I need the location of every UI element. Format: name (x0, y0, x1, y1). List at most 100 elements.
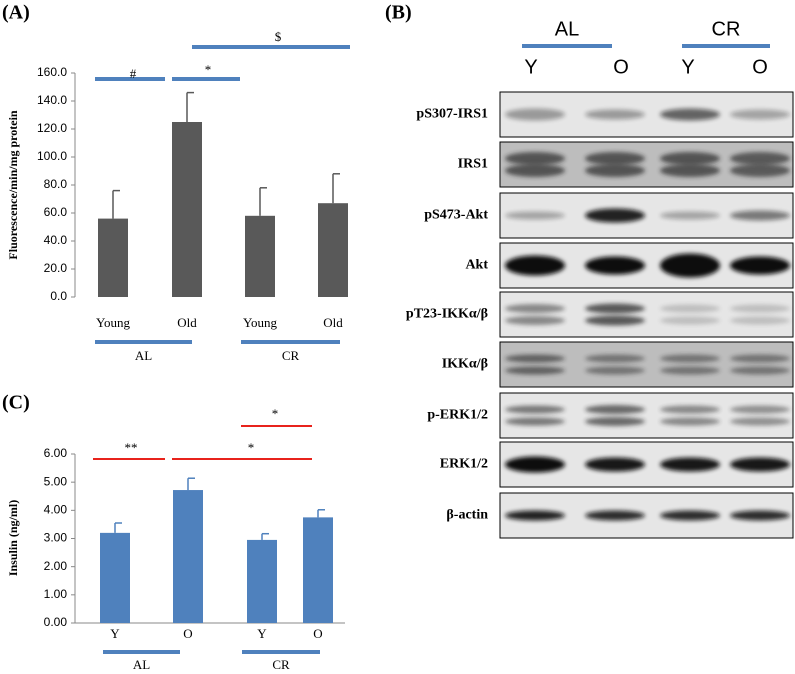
row-label: ERK1/2 (440, 457, 488, 472)
blot-frame (499, 291, 794, 338)
row-label: IKKα/β (442, 357, 488, 372)
x-tick-label: Young (96, 315, 131, 330)
y-tick-label: 5.00 (44, 474, 68, 488)
blot-band (585, 315, 645, 326)
lane-label: Y (524, 56, 537, 78)
y-tick-label: 3.00 (44, 531, 68, 545)
error-bar (259, 187, 267, 216)
x-tick-label: Y (257, 626, 267, 641)
blot-band (585, 354, 645, 363)
error-bar (112, 189, 120, 219)
significance-label: $ (275, 29, 282, 44)
blot-band (730, 366, 790, 375)
blot-band (730, 304, 790, 313)
blot-band (660, 304, 720, 313)
blot-band (660, 211, 720, 220)
y-tick-label: 120.0 (37, 121, 67, 135)
blot-band (660, 510, 720, 521)
panel-label: (C) (2, 392, 30, 414)
blot-band (660, 417, 720, 426)
bar (172, 122, 202, 297)
blot-band (660, 164, 720, 177)
blot-band (730, 109, 790, 120)
significance-label: ** (125, 440, 138, 455)
blot-band (730, 316, 790, 325)
y-tick-label: 100.0 (37, 149, 67, 163)
row-label: pT23-IKKα/β (406, 307, 488, 322)
bar (247, 539, 277, 623)
blot-band (585, 152, 645, 165)
group-label: AL (133, 657, 150, 672)
group-label: AL (135, 348, 152, 363)
y-tick-label: 20.0 (44, 261, 68, 275)
blot-band (585, 405, 645, 414)
y-tick-label: 4.00 (44, 503, 68, 517)
bar (318, 203, 348, 297)
blot-band (505, 354, 565, 363)
y-tick-label: 140.0 (37, 93, 67, 107)
bar (173, 490, 203, 623)
blot-band (505, 211, 565, 220)
blot-band (585, 109, 645, 120)
blot-band (505, 456, 565, 473)
significance-label: # (130, 66, 137, 81)
x-tick-label: O (313, 626, 322, 641)
blot-band (730, 457, 790, 472)
significance-label: * (272, 406, 279, 421)
panel-label: (A) (2, 2, 30, 24)
blot-band (660, 316, 720, 325)
group-label: CR (282, 348, 300, 363)
y-tick-label: 2.00 (44, 559, 68, 573)
bar (98, 218, 128, 297)
blot-band (505, 510, 565, 521)
blot-band (730, 354, 790, 363)
lane-label: O (613, 56, 629, 78)
y-tick-label: 0.0 (50, 289, 67, 303)
blot-band (505, 304, 565, 313)
blot-band (660, 457, 720, 472)
row-label: p-ERK1/2 (427, 408, 488, 423)
blot-band (585, 208, 645, 223)
x-tick-label: Old (323, 315, 343, 330)
lane-label: Y (681, 56, 694, 78)
x-tick-label: O (183, 626, 192, 641)
blot-band (585, 366, 645, 375)
x-tick-label: Young (243, 315, 278, 330)
panel-label: (B) (385, 2, 412, 24)
y-tick-label: 0.00 (44, 615, 68, 629)
blot-band (660, 354, 720, 363)
lane-label: O (752, 56, 768, 78)
bar (245, 215, 275, 297)
blot-band (505, 316, 565, 325)
blot-band (730, 164, 790, 177)
error-bar (261, 532, 269, 540)
blot-band (505, 405, 565, 414)
blot-frame (499, 392, 794, 439)
blot-band (730, 256, 790, 275)
y-tick-label: 160.0 (37, 65, 67, 79)
blot-band (585, 457, 645, 472)
blot-band (660, 405, 720, 414)
y-axis-label: Fluorescence/min/mg protein (6, 110, 20, 260)
bar (100, 532, 130, 623)
group-label: CR (272, 657, 290, 672)
y-tick-label: 40.0 (44, 233, 68, 247)
blot-frame (499, 141, 794, 188)
row-label: β-actin (446, 508, 488, 523)
row-label: pS473-Akt (424, 208, 488, 223)
x-tick-label: Old (177, 315, 197, 330)
blot-band (505, 164, 565, 177)
blot-band (585, 256, 645, 275)
blot-band (730, 417, 790, 426)
blot-band (730, 510, 790, 521)
error-bar (186, 91, 194, 122)
row-label: pS307-IRS1 (416, 107, 488, 122)
group-label: AL (555, 18, 579, 40)
y-tick-label: 60.0 (44, 205, 68, 219)
blot-band (660, 253, 720, 278)
blot-band (660, 108, 720, 121)
x-tick-label: Y (110, 626, 120, 641)
blot-band (730, 405, 790, 414)
blot-band (505, 366, 565, 375)
row-label: IRS1 (458, 157, 488, 172)
